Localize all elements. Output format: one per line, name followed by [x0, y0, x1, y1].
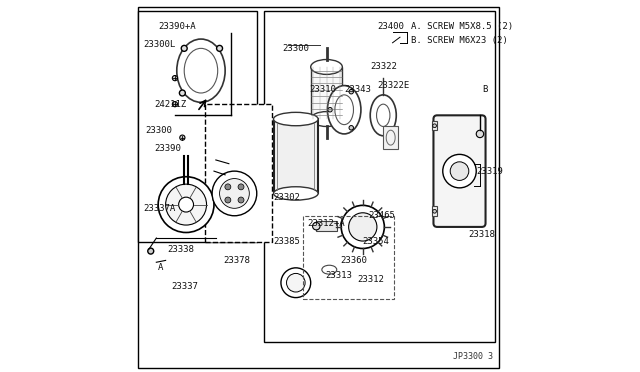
Ellipse shape [328, 86, 361, 134]
Circle shape [212, 171, 257, 216]
Ellipse shape [177, 39, 225, 102]
Circle shape [450, 162, 468, 180]
Ellipse shape [184, 48, 218, 93]
Circle shape [433, 124, 436, 128]
Bar [264, 11, 495, 342]
Ellipse shape [273, 112, 318, 126]
Circle shape [312, 222, 320, 230]
Text: B. SCREW M6X23 (2): B. SCREW M6X23 (2) [411, 36, 508, 45]
Ellipse shape [376, 104, 390, 126]
Text: 23465: 23465 [369, 211, 396, 220]
Circle shape [433, 209, 436, 213]
Ellipse shape [310, 60, 342, 74]
Text: 23337A: 23337A [143, 204, 175, 213]
Text: 23385: 23385 [273, 237, 300, 246]
Text: 23312: 23312 [357, 275, 384, 283]
Circle shape [158, 177, 214, 232]
Bar [273, 119, 318, 193]
Ellipse shape [273, 187, 318, 200]
Circle shape [476, 130, 484, 138]
Circle shape [281, 268, 310, 298]
Bar [383, 126, 398, 149]
Text: 23302: 23302 [273, 193, 300, 202]
Text: 23390+A: 23390+A [158, 22, 196, 31]
Text: 23318: 23318 [468, 230, 495, 239]
FancyBboxPatch shape [433, 115, 486, 227]
Circle shape [181, 45, 187, 51]
Bar [303, 216, 394, 299]
Bar [431, 121, 437, 130]
Circle shape [180, 135, 185, 140]
Text: 23378: 23378 [223, 256, 250, 265]
Text: 23337: 23337 [172, 282, 198, 291]
Circle shape [349, 125, 353, 130]
Circle shape [216, 45, 223, 51]
Ellipse shape [310, 112, 342, 126]
Text: 23400: 23400 [378, 22, 404, 31]
Ellipse shape [322, 265, 337, 274]
Circle shape [172, 102, 177, 107]
Ellipse shape [335, 95, 353, 125]
Text: A. SCREW M5X8.5 (2): A. SCREW M5X8.5 (2) [411, 22, 513, 31]
Bar [431, 206, 437, 216]
Circle shape [225, 197, 231, 203]
Text: 23322: 23322 [370, 62, 397, 71]
Circle shape [179, 197, 193, 212]
Text: 23354: 23354 [363, 237, 390, 246]
Bar [310, 67, 342, 119]
Text: 23312+A: 23312+A [307, 219, 344, 228]
Circle shape [349, 213, 377, 241]
Ellipse shape [370, 95, 396, 136]
Text: 23310: 23310 [309, 85, 336, 94]
Text: JP3300 3: JP3300 3 [453, 352, 493, 361]
Circle shape [238, 197, 244, 203]
Text: 23338: 23338 [168, 245, 195, 254]
Text: 23300L: 23300L [143, 40, 175, 49]
Circle shape [328, 108, 332, 112]
Text: 23319: 23319 [476, 167, 503, 176]
Text: 23313: 23313 [326, 271, 353, 280]
Circle shape [443, 154, 476, 188]
Text: 23390: 23390 [154, 144, 181, 153]
Text: 23300: 23300 [283, 44, 310, 53]
Circle shape [166, 184, 207, 225]
Circle shape [172, 76, 177, 81]
Circle shape [148, 248, 154, 254]
Circle shape [225, 184, 231, 190]
Circle shape [220, 179, 250, 208]
Text: 24211Z: 24211Z [154, 100, 187, 109]
Circle shape [341, 205, 385, 248]
Text: A: A [158, 263, 164, 272]
Text: 23360: 23360 [340, 256, 367, 265]
Circle shape [179, 90, 186, 96]
Text: 23300: 23300 [145, 126, 172, 135]
Bar [138, 11, 257, 242]
Text: 23322E: 23322E [378, 81, 410, 90]
Bar [205, 104, 271, 242]
Circle shape [349, 90, 353, 94]
Bar [316, 221, 337, 231]
Circle shape [238, 184, 244, 190]
Text: B: B [482, 85, 487, 94]
Text: 23343: 23343 [344, 85, 371, 94]
Circle shape [287, 273, 305, 292]
